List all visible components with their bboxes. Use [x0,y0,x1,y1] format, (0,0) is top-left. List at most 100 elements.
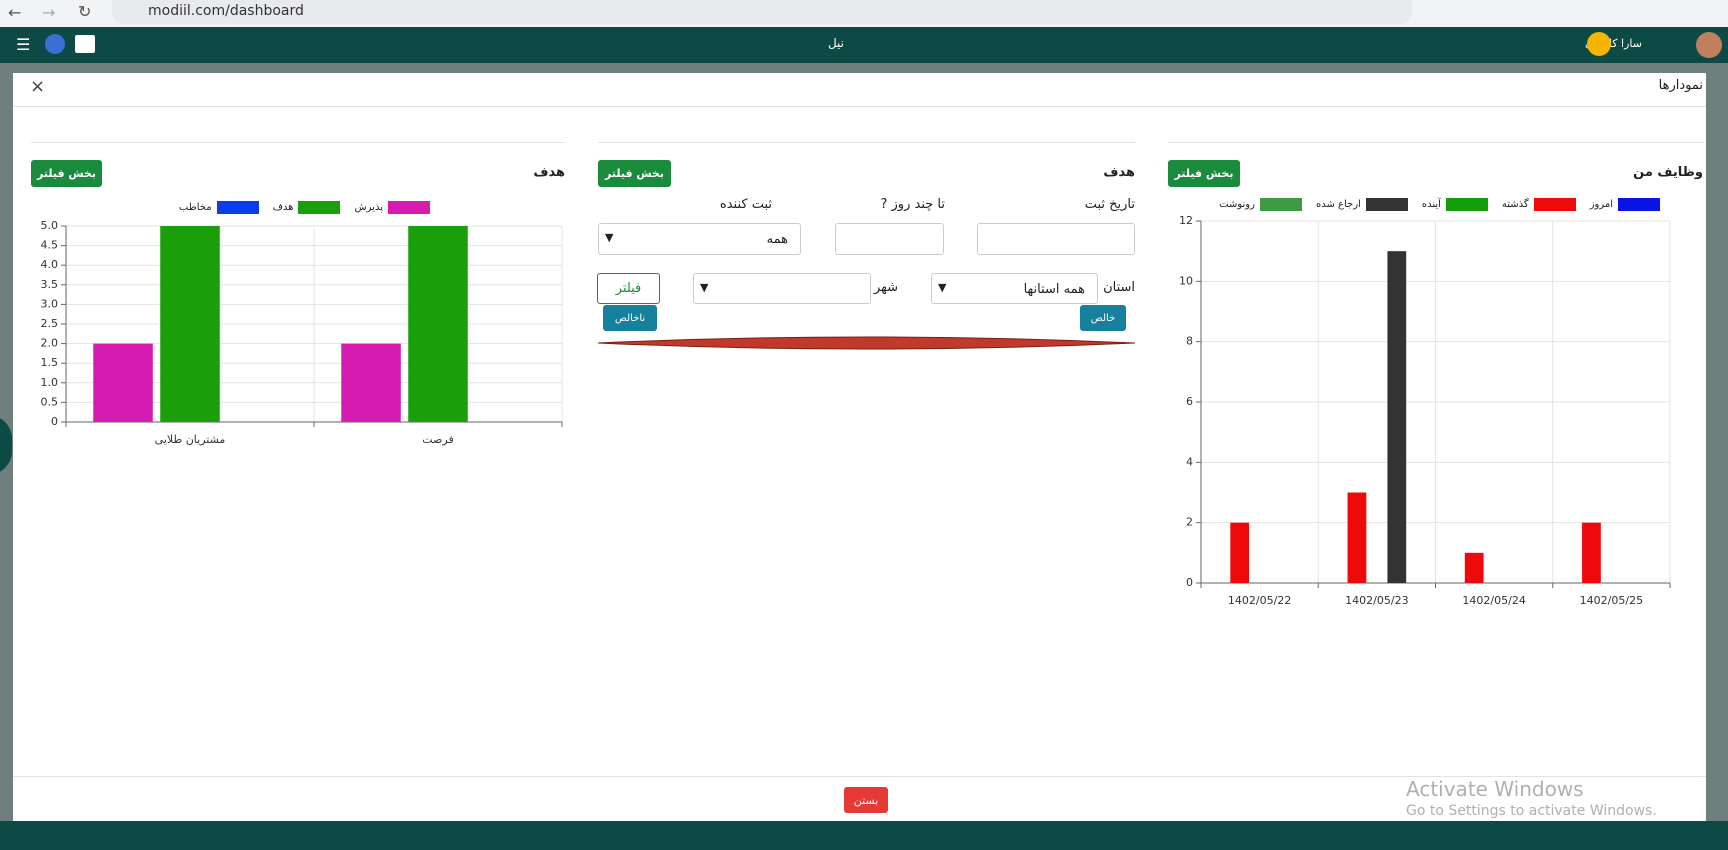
legend-swatch [1618,198,1660,211]
bottom-bar [0,821,1728,850]
url: modiil.com/dashboard [148,3,304,19]
city-label: شهر [873,280,898,295]
legend-label: پذیرش [354,202,383,213]
panel-title: هدف [533,165,565,180]
y-tick-label: 4 [1186,455,1193,468]
avatar[interactable] [1696,32,1722,58]
dropdown-arrow: ▼ [938,281,947,294]
logo-icon[interactable] [45,34,65,54]
legend-swatch [1445,198,1488,211]
legend-item: هدف [273,201,341,214]
y-tick-label: 6 [1186,395,1193,408]
legend: پذیرش هدف مخاطب [160,201,430,214]
browser-toolbar: ← → ↻ modiil.com/dashboard [0,0,1728,27]
date-input[interactable] [977,223,1135,255]
notification-icon[interactable] [1587,32,1611,56]
registrar-label: ثبت کننده [719,197,772,212]
x-tick-label: 1402/05/25 [1580,594,1643,607]
bar [1387,251,1407,583]
legend-label: امروز [1589,199,1613,210]
close-button[interactable]: بستن [844,787,888,813]
legend-label: رونوشت [1219,199,1255,210]
x-tick-label: 1402/05/24 [1462,594,1525,607]
registrar-select[interactable]: همه ▼ [598,223,801,255]
province-label: استان [1103,280,1135,295]
watermark-title: Activate Windows [1406,777,1584,801]
reload-button[interactable]: ↻ [78,2,92,21]
legend: امروز گذشته آینده ارجاع شده رونوشت [1200,198,1660,211]
y-tick-label: 3.0 [41,297,59,310]
bar [408,226,468,422]
legend-label: آینده [1421,199,1441,210]
legend-swatch [1365,198,1408,211]
legend-swatch [388,201,430,214]
y-tick-label: 1.5 [41,356,59,369]
modal-title: نمودارها [1658,78,1703,93]
bar [1230,522,1250,583]
y-tick-label: 0.5 [41,395,59,408]
legend-item: گذشته [1502,198,1576,211]
forward-button[interactable]: → [42,3,56,22]
legend-item: رونوشت [1219,198,1302,211]
net-button[interactable]: خالص [1080,305,1126,331]
y-tick-label: 2.0 [41,337,59,350]
calendar-icon[interactable] [75,35,95,53]
app-header: ☰ نیل سارا کاویانی [0,27,1728,63]
menu-icon[interactable]: ☰ [16,35,31,54]
modal-footer-divider [13,776,1706,777]
watermark-subtitle: Go to Settings to activate Windows. [1406,803,1657,819]
legend-label: گذشته [1501,199,1529,210]
legend-label: مخاطب [178,202,212,213]
province-value: همه استانها [1023,282,1085,297]
modal-close-icon[interactable]: × [30,76,46,97]
y-tick-label: 0 [51,415,58,428]
x-tick-label: فرصت [422,433,453,446]
back-button[interactable]: ← [8,3,22,22]
legend-item: امروز [1590,198,1660,211]
y-tick-label: 2.5 [41,317,59,330]
dropdown-arrow: ▼ [700,281,709,294]
dropdown-arrow: ▼ [605,231,614,244]
gross-button[interactable]: ناخالص [603,305,657,331]
legend-item: آینده [1422,198,1488,211]
filter-section-button[interactable]: بخش فیلتر [31,160,102,187]
bar [93,343,153,422]
chart: 0 0.5 1.0 1.5 2.0 2.5 3.0 3.5 4.0 4.5 5.0 مشتریان ط… [41,219,563,446]
legend-label: هدف [272,202,294,213]
legend-item: ارجاع شده [1316,198,1408,211]
x-tick-label: مشتریان طلایی [155,433,226,446]
bar [341,343,401,422]
app-title: نیل [827,36,845,50]
x-tick-label: 1402/05/22 [1228,594,1291,607]
y-tick-label: 2 [1186,516,1193,529]
filter-button[interactable]: فیلتر [597,273,660,304]
city-select[interactable]: ▼ [693,273,871,304]
panel-divider [598,142,1135,143]
days-input[interactable] [835,223,944,255]
y-tick-label: 5.0 [41,219,59,232]
y-tick-label: 4.0 [41,258,59,271]
panel-title: هدف [1103,165,1135,180]
panel-divider [1168,142,1703,143]
modal-header-divider [13,106,1706,107]
panel-title: وظایف من [1633,165,1703,180]
side-tab[interactable] [0,415,12,475]
legend-item: پذیرش [354,201,430,214]
legend-label: ارجاع شده [1315,199,1361,210]
days-label: تا چند روز ? [880,197,946,212]
legend-swatch [298,201,341,214]
date-label: تاریخ ثبت [1084,197,1135,212]
bar [1347,492,1367,583]
modal [13,73,1706,821]
filter-section-button[interactable]: بخش فیلتر [1168,160,1240,187]
province-select[interactable]: همه استانها ▼ [931,273,1098,304]
bar [160,226,220,422]
y-tick-label: 1.0 [41,376,59,389]
panel-divider [31,142,565,143]
y-tick-label: 4.5 [41,239,59,252]
legend-swatch [1533,198,1576,211]
y-tick-label: 8 [1186,335,1193,348]
address-bar[interactable]: modiil.com/dashboard [112,0,1412,24]
filter-section-button[interactable]: بخش فیلتر [598,160,671,187]
